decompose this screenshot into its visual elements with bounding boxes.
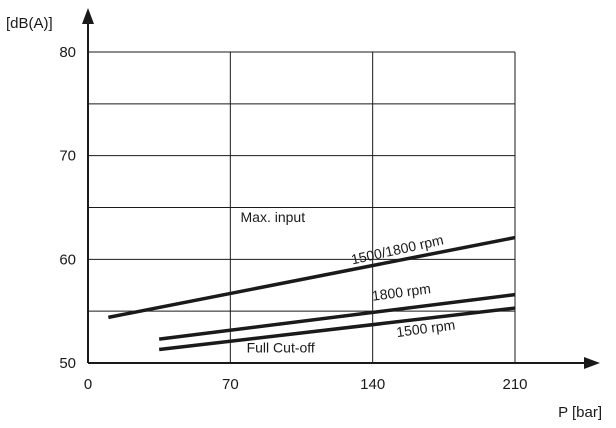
y-tick-label: 60 bbox=[59, 251, 76, 268]
axes bbox=[82, 8, 600, 369]
x-tick-label: 210 bbox=[502, 376, 527, 393]
x-tick-label: 140 bbox=[360, 376, 385, 393]
y-axis-arrow bbox=[82, 8, 94, 24]
series-line-1 bbox=[107, 235, 516, 320]
annotation-label: 1500 rpm bbox=[395, 316, 456, 340]
grid bbox=[88, 51, 516, 363]
series bbox=[107, 235, 516, 352]
x-tick-label: 70 bbox=[222, 376, 239, 393]
labels: 50 60 70 80 0 70 140 210 [dB(A)] P [bar] Max. inpu… bbox=[6, 15, 602, 421]
x-axis-arrow bbox=[584, 357, 600, 369]
annotation-label: Max. input bbox=[241, 209, 306, 225]
series-line-3 bbox=[158, 306, 516, 352]
annotation-label: 1800 rpm bbox=[371, 280, 432, 304]
y-tick-label: 70 bbox=[59, 148, 76, 165]
annotation-label: Full Cut-off bbox=[247, 340, 315, 356]
series-line-2 bbox=[158, 292, 516, 341]
y-axis-label: [dB(A)] bbox=[6, 15, 53, 32]
x-tick-label: 0 bbox=[84, 376, 92, 393]
y-tick-label: 80 bbox=[59, 44, 76, 61]
x-axis-label: P [bar] bbox=[558, 404, 602, 421]
y-tick-label: 50 bbox=[59, 355, 76, 372]
